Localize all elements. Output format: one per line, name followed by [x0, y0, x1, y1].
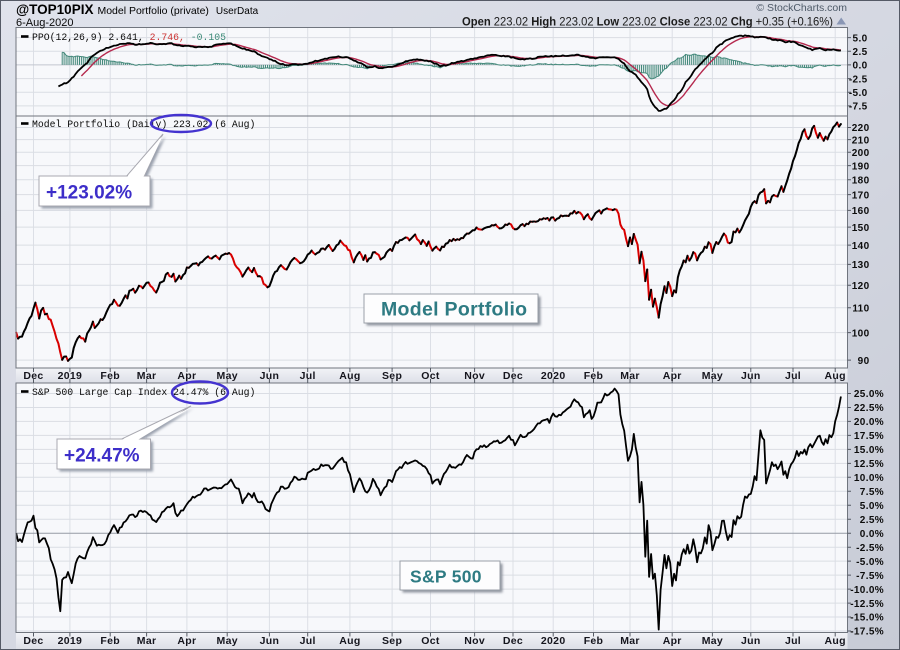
svg-text:0.0%: 0.0% — [860, 529, 884, 540]
svg-text:17.5%: 17.5% — [854, 431, 884, 442]
svg-text:Model Portfolio (Daily) 223.02: Model Portfolio (Daily) 223.02 (6 Aug) — [32, 119, 255, 130]
svg-text:Feb: Feb — [100, 635, 120, 647]
svg-text:-15.0%: -15.0% — [850, 613, 884, 624]
svg-text:Jun: Jun — [741, 370, 761, 382]
svg-text:PPO(12,26,9) 2.641, 2.746, -0.: PPO(12,26,9) 2.641, 2.746, -0.105 — [32, 32, 226, 43]
svg-text:-7.5: -7.5 — [849, 102, 868, 113]
svg-text:Apr: Apr — [663, 370, 682, 382]
svg-text:160: 160 — [852, 206, 870, 217]
svg-text:Model Portfolio: Model Portfolio — [381, 299, 527, 321]
svg-text:Dec: Dec — [503, 370, 523, 382]
svg-text:5.0%: 5.0% — [860, 501, 884, 512]
svg-text:90: 90 — [858, 356, 870, 367]
svg-text:6-Aug-2020: 6-Aug-2020 — [16, 17, 74, 29]
svg-text:5.0: 5.0 — [853, 33, 868, 44]
svg-text:S&P 500: S&P 500 — [410, 567, 482, 587]
svg-text:Mar: Mar — [620, 635, 640, 647]
svg-text:130: 130 — [852, 260, 870, 271]
svg-text:-2.5: -2.5 — [849, 74, 868, 85]
svg-text:100: 100 — [852, 328, 870, 339]
svg-text:Aug: Aug — [825, 635, 846, 647]
svg-text:© StockCharts.com: © StockCharts.com — [756, 2, 847, 14]
svg-text:+123.02%: +123.02% — [46, 183, 132, 204]
svg-text:Oct: Oct — [421, 370, 440, 382]
svg-text:220: 220 — [852, 123, 870, 134]
svg-text:Jun: Jun — [260, 635, 280, 647]
svg-text:Apr: Apr — [663, 635, 682, 647]
svg-text:140: 140 — [852, 241, 870, 252]
svg-text:Sep: Sep — [382, 370, 402, 382]
svg-text:-5.0%: -5.0% — [856, 557, 884, 568]
svg-text:Mar: Mar — [620, 370, 640, 382]
svg-text:Jul: Jul — [785, 635, 801, 647]
svg-text:Feb: Feb — [584, 370, 604, 382]
svg-text:Aug: Aug — [339, 370, 360, 382]
svg-text:Jun: Jun — [741, 635, 761, 647]
svg-text:-5.0: -5.0 — [849, 88, 868, 99]
svg-text:20.0%: 20.0% — [854, 417, 884, 428]
svg-text:0.0: 0.0 — [853, 61, 868, 72]
svg-text:2020: 2020 — [541, 635, 566, 647]
svg-text:7.5%: 7.5% — [860, 487, 884, 498]
svg-text:Apr: Apr — [177, 370, 196, 382]
svg-text:-2.5%: -2.5% — [856, 543, 884, 554]
svg-text:170: 170 — [852, 190, 870, 201]
svg-text:2019: 2019 — [58, 635, 83, 647]
svg-text:-12.5%: -12.5% — [850, 599, 884, 610]
svg-text:Aug: Aug — [825, 370, 846, 382]
svg-text:Mar: Mar — [137, 635, 157, 647]
svg-text:May: May — [702, 635, 723, 647]
svg-text:+24.47%: +24.47% — [64, 446, 140, 467]
svg-text:Open 223.02 High 223.02 Low 22: Open 223.02 High 223.02 Low 223.02 Close… — [462, 15, 833, 29]
svg-text:Feb: Feb — [584, 635, 604, 647]
svg-text:Mar: Mar — [137, 370, 157, 382]
svg-text:-10.0%: -10.0% — [850, 585, 884, 596]
svg-text:May: May — [217, 635, 238, 647]
svg-text:2.5%: 2.5% — [860, 515, 884, 526]
svg-text:Aug: Aug — [339, 635, 360, 647]
svg-text:Dec: Dec — [23, 635, 43, 647]
svg-text:110: 110 — [852, 304, 869, 315]
svg-text:Jun: Jun — [260, 370, 280, 382]
svg-text:150: 150 — [852, 223, 870, 234]
svg-text:2020: 2020 — [541, 370, 566, 382]
svg-text:May: May — [702, 370, 723, 382]
svg-text:Feb: Feb — [100, 370, 120, 382]
svg-text:2019: 2019 — [58, 370, 83, 382]
svg-text:Nov: Nov — [464, 635, 485, 647]
svg-text:15.0%: 15.0% — [854, 445, 884, 456]
svg-text:Jul: Jul — [300, 370, 316, 382]
svg-text:-7.5%: -7.5% — [856, 571, 884, 582]
svg-text:Jul: Jul — [300, 635, 316, 647]
svg-text:Oct: Oct — [421, 635, 440, 647]
svg-text:210: 210 — [852, 135, 870, 146]
svg-text:Dec: Dec — [23, 370, 43, 382]
svg-text:Jul: Jul — [785, 370, 801, 382]
svg-text:120: 120 — [852, 281, 870, 292]
svg-text:Dec: Dec — [503, 635, 523, 647]
svg-text:May: May — [217, 370, 238, 382]
svg-text:190: 190 — [852, 161, 870, 172]
svg-text:2.5: 2.5 — [853, 47, 868, 58]
svg-text:12.5%: 12.5% — [854, 459, 884, 470]
svg-text:200: 200 — [852, 148, 870, 159]
svg-text:-17.5%: -17.5% — [850, 627, 884, 638]
svg-text:Nov: Nov — [464, 370, 485, 382]
svg-text:10.0%: 10.0% — [854, 473, 884, 484]
svg-text:180: 180 — [852, 175, 870, 186]
svg-text:Sep: Sep — [382, 635, 402, 647]
svg-text:Apr: Apr — [177, 635, 196, 647]
svg-text:22.5%: 22.5% — [854, 403, 884, 414]
svg-text:25.0%: 25.0% — [854, 389, 884, 400]
svg-text:S&P 500 Large Cap Index 24.47%: S&P 500 Large Cap Index 24.47% (6 Aug) — [32, 387, 255, 398]
